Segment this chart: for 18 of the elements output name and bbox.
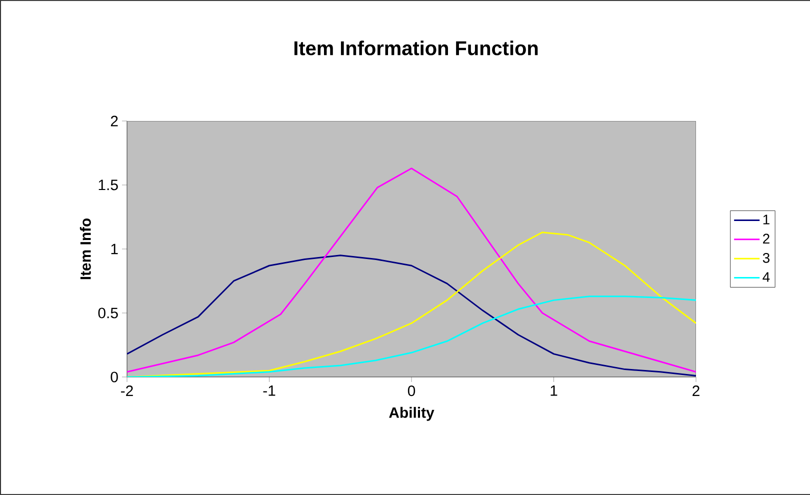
line-series [127,168,696,373]
y-tick-label: 0 [110,372,118,382]
y-tick-label: 0.5 [98,308,118,318]
chart-title: Item Information Function [294,40,538,56]
x-tick-label: 2 [692,386,700,396]
y-tick-label: 1.5 [98,180,118,190]
y-tick-label: 2 [110,116,118,126]
legend-label: 3 [762,252,770,263]
x-axis-title: Ability [389,406,434,421]
x-tick-label: 0 [408,386,416,396]
y-tick-label: 1 [111,244,118,254]
legend-label: 2 [763,234,770,244]
x-tick-label: -1 [263,386,276,396]
x-tick-label: -2 [121,386,133,396]
legend-label: 4 [762,272,770,282]
y-axis-title: Item Info [80,218,91,280]
legend-label: 1 [763,214,770,224]
x-tick-label: 1 [550,386,558,396]
